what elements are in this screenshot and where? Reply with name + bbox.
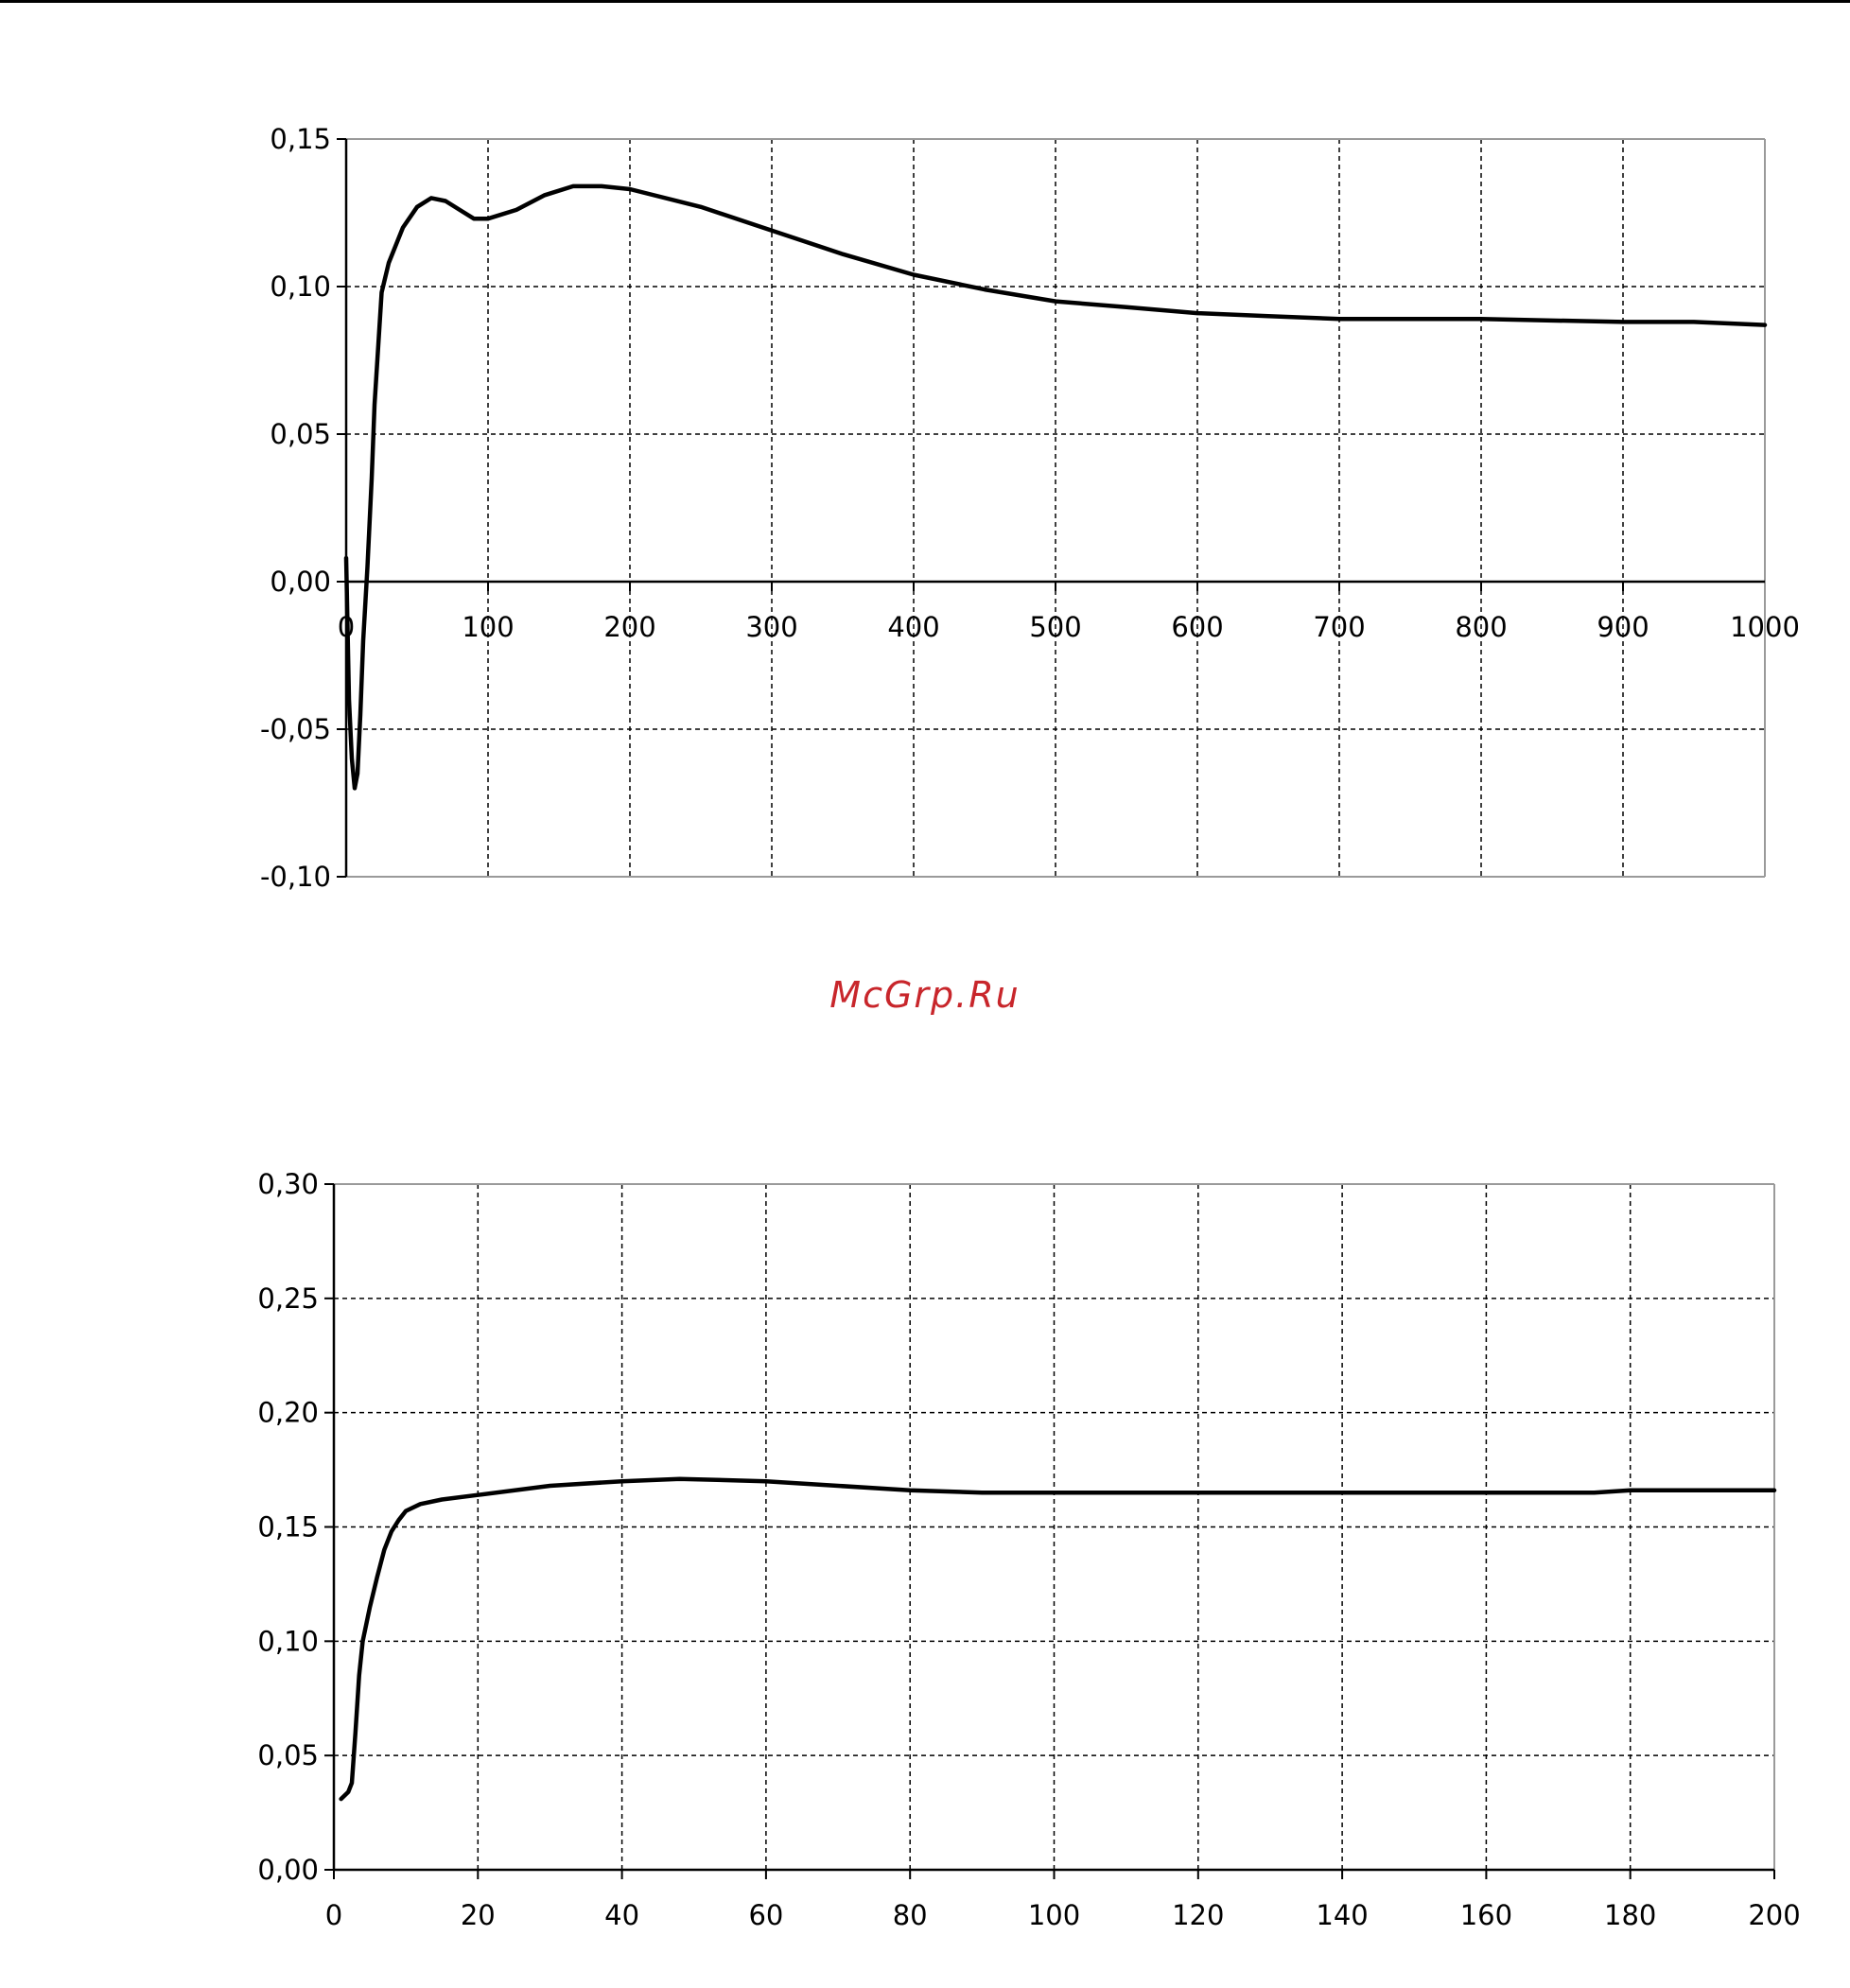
chart-1-tick-labels: -0,10 -0,05 0,00 0,05 0,10 0,15 0 100 200 300 400 5… [260,123,1800,893]
chart-1-axes [337,138,1766,878]
x-tick-label: 900 [1597,611,1649,643]
y-tick-label: -0,05 [260,713,331,745]
x-tick-label: 100 [1028,1899,1080,1931]
y-tick-label: 0,15 [257,1511,319,1543]
y-tick-label: 0,00 [270,566,331,598]
x-tick-label: 20 [461,1899,496,1931]
x-tick-label: 800 [1455,611,1507,643]
x-tick-label: 200 [1748,1899,1800,1931]
x-tick-label: 600 [1171,611,1223,643]
y-tick-label: 0,00 [257,1854,319,1886]
y-tick-label: 0,10 [257,1625,319,1657]
chart-2-axes [324,1183,1775,1879]
chart-2: 0,00 0,05 0,10 0,15 0,20 0,25 0,30 0 20 40 60 80 100… [257,1168,1800,1931]
y-tick-label: 0,30 [257,1168,319,1200]
x-tick-label: 60 [748,1899,783,1931]
top-rule [0,0,1850,3]
x-tick-label: 700 [1313,611,1365,643]
chart-1: -0,10 -0,05 0,00 0,05 0,10 0,15 0 100 200 300 400 5… [260,123,1800,893]
y-tick-label: 0,05 [270,418,331,450]
x-tick-label: 160 [1460,1899,1512,1931]
x-tick-label: 180 [1604,1899,1656,1931]
x-tick-label: 1000 [1730,611,1800,643]
chart-1-series [343,183,1768,791]
x-tick-label: 100 [462,611,514,643]
x-tick-label: 500 [1029,611,1081,643]
x-tick-label: 0 [338,611,355,643]
x-tick-label: 40 [604,1899,639,1931]
x-tick-label: 80 [893,1899,928,1931]
y-tick-label: 0,10 [270,270,331,303]
y-tick-label: 0,15 [270,123,331,155]
y-tick-label: 0,25 [257,1282,319,1315]
y-tick-label: 0,20 [257,1397,319,1429]
chart-1-grid [346,138,1765,877]
x-tick-label: 200 [603,611,655,643]
x-tick-label: 120 [1172,1899,1224,1931]
chart-2-tick-labels: 0,00 0,05 0,10 0,15 0,20 0,25 0,30 0 20 40 60 80 100… [257,1168,1800,1931]
y-tick-label: 0,05 [257,1739,319,1771]
chart-2-series [339,1476,1777,1802]
series-line [339,1476,1777,1802]
x-tick-label: 300 [745,611,797,643]
x-tick-label: 400 [887,611,939,643]
x-tick-label: 0 [325,1899,342,1931]
x-tick-label: 140 [1316,1899,1368,1931]
y-tick-label: -0,10 [260,861,331,893]
watermark: McGrp.Ru [829,974,1021,1016]
series-line [343,183,1768,791]
chart-2-grid [334,1183,1774,1870]
